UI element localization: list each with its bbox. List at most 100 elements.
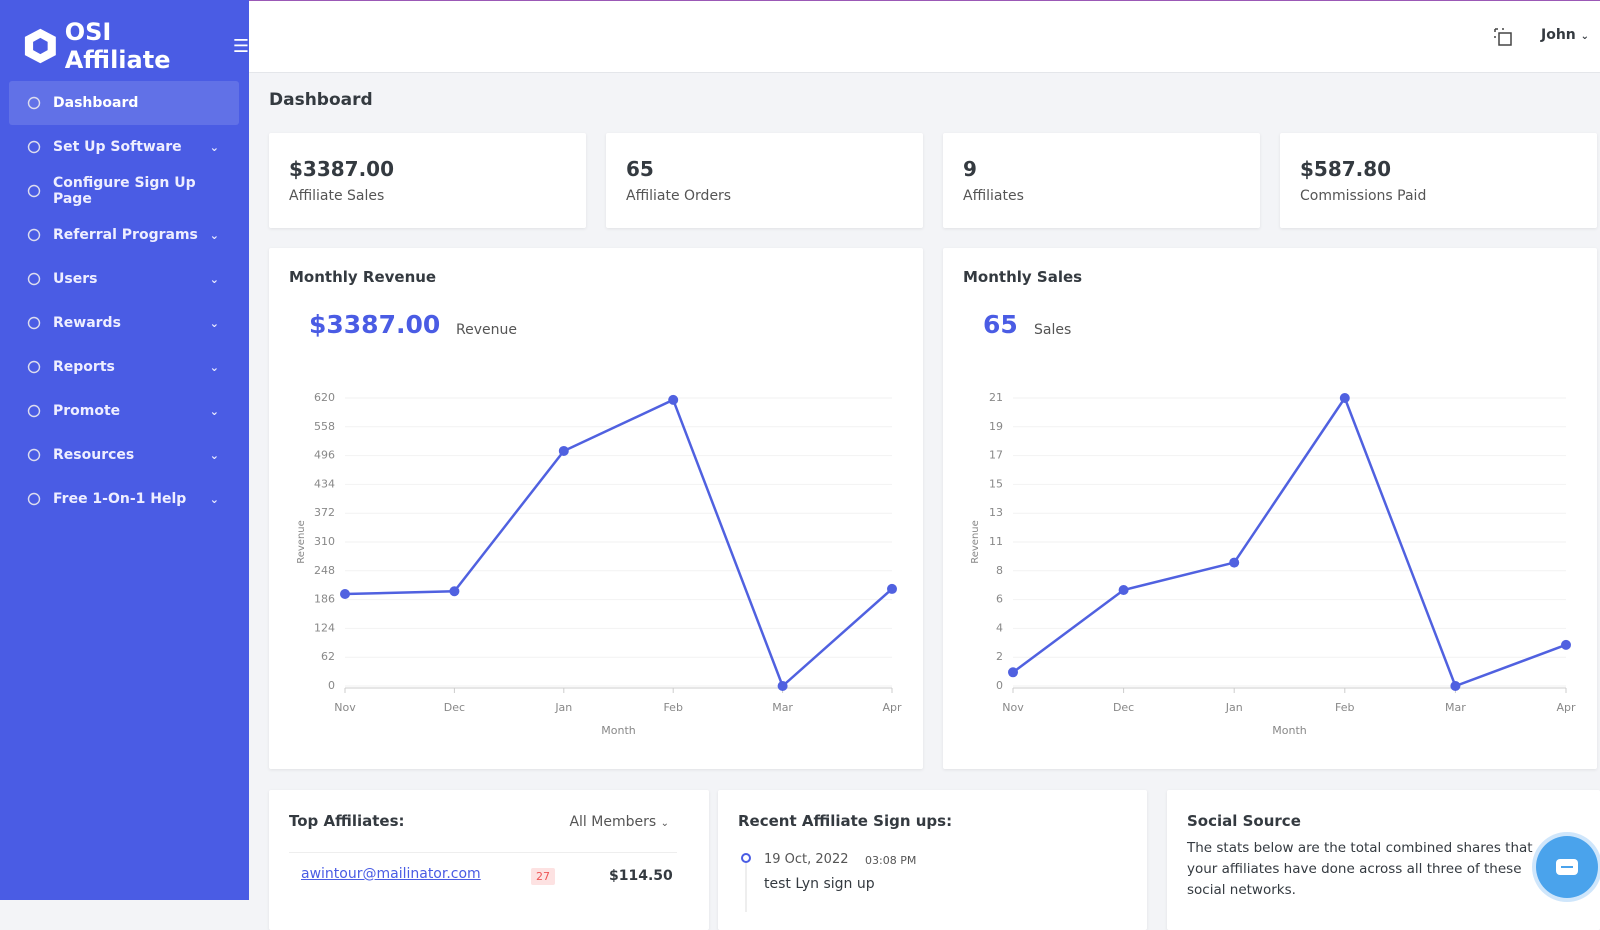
chart-total-label: Sales (1034, 322, 1072, 338)
brand[interactable]: OSI Affiliate ☰ (24, 18, 249, 74)
menu-toggle[interactable]: ☰ (232, 35, 249, 57)
stat-label: Affiliates (963, 188, 1024, 204)
y-tick-label: 17 (989, 449, 1003, 462)
y-tick-label: 19 (989, 420, 1003, 433)
y-tick-label: 21 (989, 391, 1003, 404)
chevron: ⌄ (209, 448, 219, 462)
stat-value: 9 (963, 157, 977, 181)
nav-item[interactable]: Reports ⌄ (9, 345, 239, 389)
y-tick-label: 6 (996, 593, 1003, 606)
fullscreen-icon[interactable] (1493, 27, 1513, 47)
nav-label: Reports (53, 359, 115, 375)
point (887, 583, 897, 594)
topbar: John ⌄ (249, 0, 1600, 73)
y-tick-label: 0 (328, 679, 335, 692)
chat-button[interactable] (1536, 836, 1598, 898)
y-tick-label: 186 (314, 593, 335, 606)
y-tick-label: 310 (314, 535, 335, 548)
top-affiliates-card: Top Affiliates: All Members ⌄ awintour@m… (269, 790, 709, 930)
stat-label: Affiliate Sales (289, 188, 385, 204)
chevron: ⌄ (209, 316, 219, 330)
point (1118, 585, 1129, 595)
nav-item[interactable]: Promote ⌄ (9, 389, 239, 433)
y-tick-label: 11 (989, 535, 1003, 548)
point (1561, 639, 1571, 650)
icon-shape (27, 96, 41, 110)
chart-title: Monthly Sales (963, 268, 1083, 286)
x-tick-label: Apr (1556, 701, 1576, 714)
user-menu[interactable]: John ⌄ (1541, 27, 1590, 43)
nav-item[interactable]: Resources ⌄ (9, 433, 239, 477)
icon-shape (27, 184, 41, 198)
icon-shape (27, 140, 41, 154)
x-tick-label: Nov (334, 701, 356, 714)
y-tick-label: 620 (314, 391, 335, 404)
chevron: ⌄ (209, 228, 219, 242)
x-tick-label: Mar (1445, 701, 1466, 714)
divider (289, 852, 677, 853)
x-axis-title: Month (601, 724, 636, 737)
line (344, 398, 893, 689)
nav-label: Configure Sign Up Page (52, 175, 196, 207)
x-tick-label: Dec (1113, 701, 1134, 714)
nav-icon (27, 184, 41, 198)
stat-card: $3387.00 Affiliate Sales (269, 133, 586, 228)
nav-icon (27, 272, 41, 286)
nav-item[interactable]: Configure Sign Up Page (9, 169, 239, 213)
x-tick-label: Feb (1335, 701, 1354, 714)
stat-card: $587.80 Commissions Paid (1280, 133, 1597, 228)
y-tick-label: 558 (314, 420, 335, 433)
point (1450, 681, 1461, 691)
social-card: Social Source The stats below are the to… (1167, 790, 1600, 930)
stat-value: $3387.00 (289, 157, 395, 181)
stat-card: 65 Affiliate Orders (606, 133, 923, 228)
y-axis-title: Revenue (970, 520, 981, 564)
signups-card: Recent Affiliate Sign ups: 19 Oct, 2022 … (718, 790, 1147, 930)
nav-item[interactable]: Users ⌄ (9, 257, 239, 301)
y-tick-label: 15 (989, 477, 1003, 490)
signup-time: 03:08 PM (865, 854, 917, 867)
nav-label: Resources (53, 447, 135, 463)
chart-card: Monthly Sales 65 0 2 4 6 8 11 13 15 17 19 21 Nov Dec Ja… (943, 248, 1597, 769)
chart: 0 62 124 186 248 310 372 434 496 558 620 Nov Dec Jan F… (296, 391, 902, 737)
stat-value: 65 (626, 157, 654, 181)
sidebar: OSI Affiliate ☰ Dashboard Set Up Software… (0, 0, 249, 900)
y-tick-label: 372 (314, 506, 335, 519)
x-tick-label: Jan (1225, 701, 1243, 714)
icon-shape (27, 316, 41, 330)
nav-item[interactable]: Set Up Software ⌄ (9, 125, 239, 169)
stat-label: Affiliate Orders (626, 188, 732, 204)
chevron: ⌄ (209, 492, 219, 506)
nav-item[interactable]: Dashboard (9, 81, 239, 125)
nav-item[interactable]: Rewards ⌄ (9, 301, 239, 345)
card-title: Social Source (1187, 812, 1301, 830)
nav-label: Free 1-On-1 Help (53, 491, 187, 507)
point (1008, 667, 1018, 678)
count-badge: 27 (531, 868, 555, 885)
y-tick-label: 13 (989, 506, 1003, 519)
icon-shape (27, 272, 41, 286)
x-tick-label: Nov (1002, 701, 1024, 714)
nav-icon (27, 228, 41, 242)
chevron: ⌄ (209, 272, 219, 286)
affiliate-amount: $114.50 (609, 868, 673, 884)
social-text: The stats below are the total combined s… (1187, 840, 1533, 898)
nav-icon (27, 316, 41, 330)
nav-label: Users (53, 271, 98, 287)
stat-label: Commissions Paid (1300, 188, 1427, 204)
chart: 0 2 4 6 8 11 13 15 17 19 21 Nov Dec Jan Feb Mar Apr Month… (970, 391, 1576, 737)
card-title: Top Affiliates: (289, 812, 405, 830)
x-tick-label: Apr (882, 701, 902, 714)
nav-item[interactable]: Free 1-On-1 Help ⌄ (9, 477, 239, 521)
signup-date: 19 Oct, 2022 (764, 852, 849, 867)
point (777, 681, 788, 691)
nav-item[interactable]: Referral Programs ⌄ (9, 213, 239, 257)
nav-icon (27, 140, 41, 154)
y-tick-label: 248 (314, 564, 335, 577)
page-title: Dashboard (269, 90, 373, 110)
chart-card: Monthly Revenue $3387.00 0 62 124 186 248 310 37… (269, 248, 923, 769)
affiliate-email[interactable]: awintour@mailinator.com (301, 866, 481, 882)
y-tick-label: 4 (996, 621, 1003, 634)
filter-dropdown[interactable]: All Members ⌄ (569, 814, 669, 830)
icon-shape (27, 448, 41, 462)
